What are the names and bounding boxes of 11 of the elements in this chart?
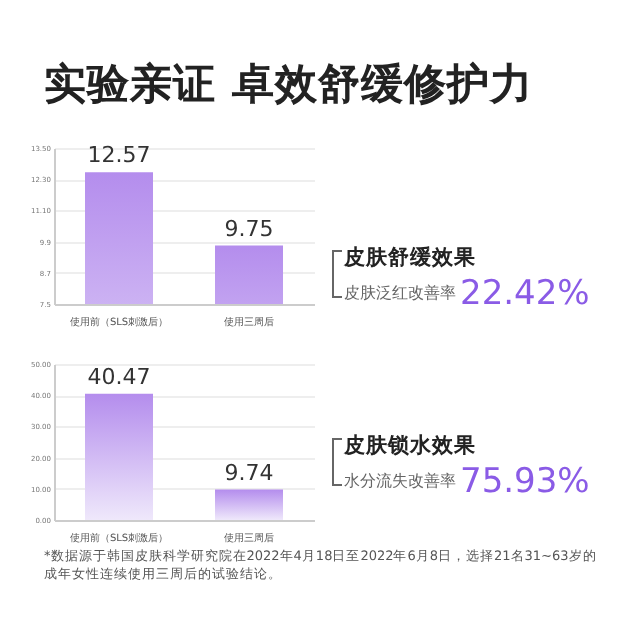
text: 75.93%	[460, 461, 590, 502]
text: 22.42%	[460, 273, 590, 314]
data-label: 9.75	[224, 215, 274, 242]
text: 皮肤舒缓效果	[344, 244, 478, 272]
data-label: 9.74	[224, 459, 274, 486]
chart-title: 实验亲证 卓效舒缓修护力	[44, 58, 533, 112]
data-label: 12.57	[87, 142, 151, 169]
text: 皮肤锁水效果	[344, 432, 478, 460]
text: 皮肤泛红改善率	[344, 282, 456, 305]
data-label: 40.47	[87, 363, 151, 390]
text: 水分流失改善率	[344, 470, 456, 493]
